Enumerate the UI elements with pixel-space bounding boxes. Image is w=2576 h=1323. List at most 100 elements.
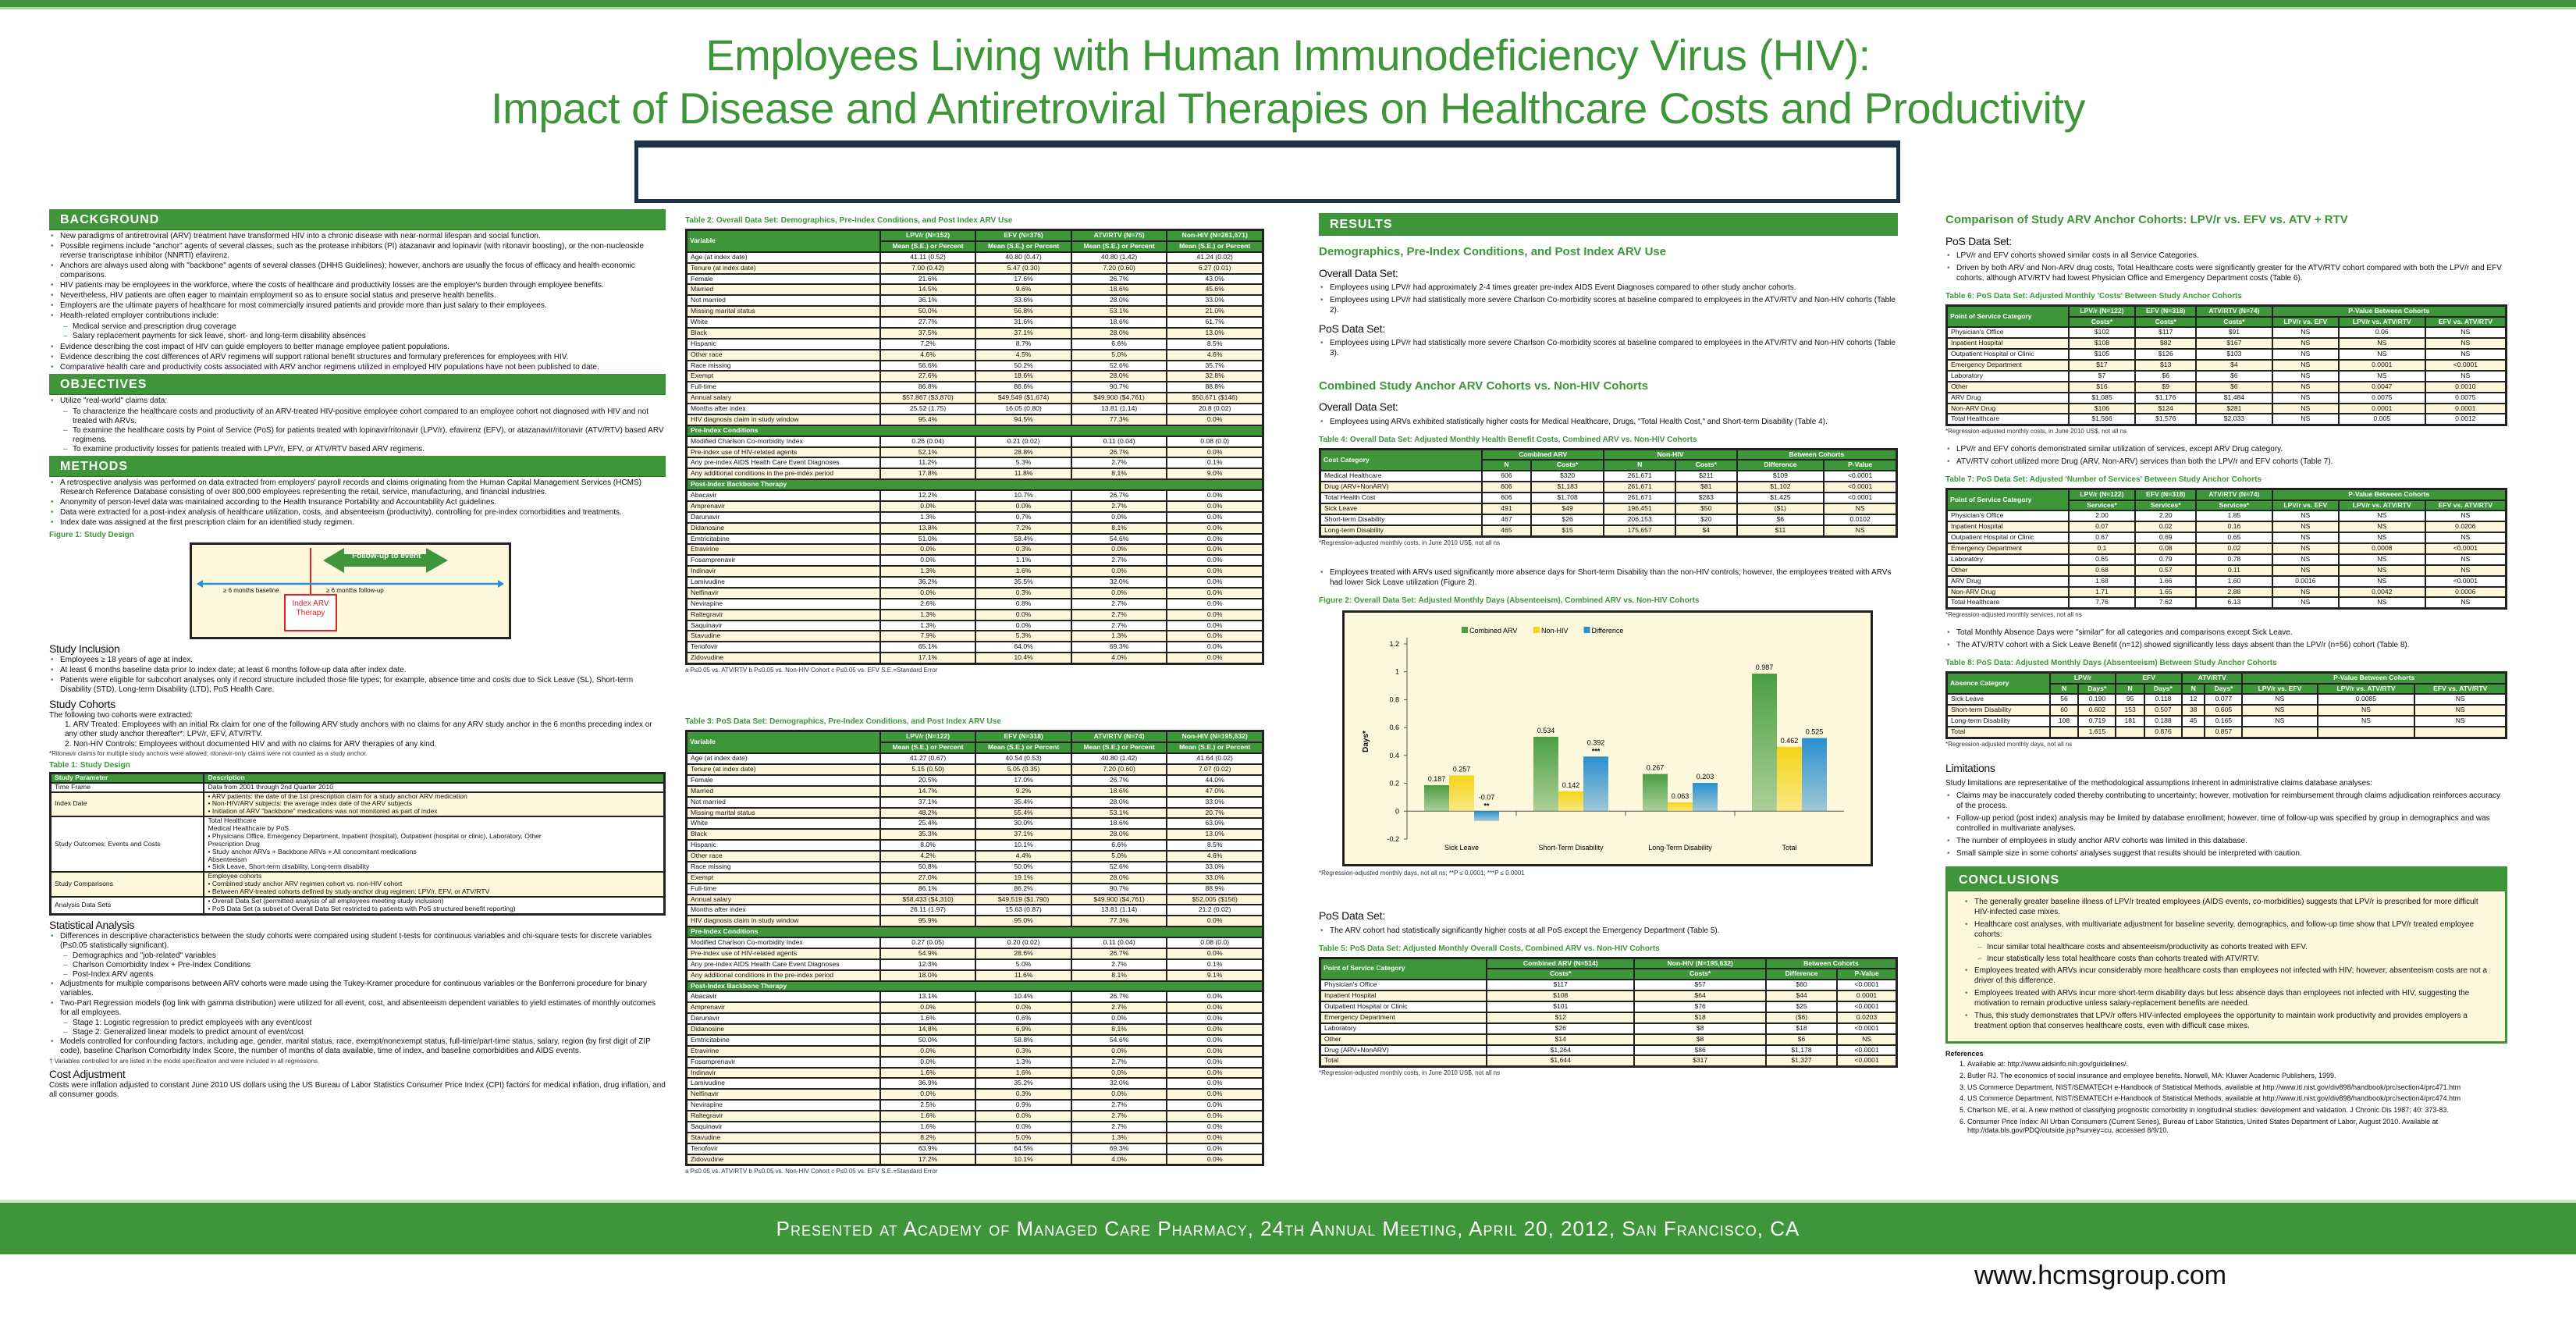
table-cell: 0.0% [879,1088,977,1101]
timeline-arrow-right [498,580,504,588]
table-cell: 0.0042 [2337,585,2426,599]
header-row: Point of Service Category LPV/r (N=122) EF… [1945,488,2507,512]
column-header: Costs* [1486,968,1636,981]
list-item: Small sample size in some cohorts' analy… [1945,848,2507,859]
sub-list-item: Charlson Comorbidity Index + Pre-Index C… [49,961,666,970]
table-cell: NS [2271,369,2340,382]
table-cell: 0.0012 [2424,413,2507,426]
table-cell: Emergency Department [1319,1011,1488,1024]
table-cell: NS [2337,348,2426,361]
table-row: Indinavir 1.3% 1.6% 0.0% 0.0% [685,565,1264,578]
table-cell: Didanosine [685,1023,881,1036]
table-cell: $117 [1486,979,1636,992]
table-cell: Drug (ARV+NonARV) [1319,1044,1488,1057]
column-header: EFV vs. ATV/RTV [2424,315,2507,329]
sub-list-item: Incur similar total healthcare costs and… [1963,942,2493,952]
list-item: Health-related employer contributions in… [49,311,666,321]
table-cell: 32.0% [1070,1077,1168,1090]
table-cell: 4.5% [975,348,1072,361]
table-cell: 8.1% [1070,1023,1168,1036]
table-cell: 26.7% [1070,446,1168,459]
table-cell: 0.0006 [2424,585,2507,599]
table-row: Abacavir 12.2% 10.7% 26.7% 0.0% [685,489,1264,502]
table-cell: 0.0% [1166,915,1264,928]
table-cell: 37.1% [879,795,977,809]
table-cell: 54.9% [879,947,977,960]
cell-line: • Between ARV-treated cohorts defined by… [208,887,490,896]
table-cell [2180,726,2206,739]
table-cell: 0.0010 [2424,380,2507,393]
table-caption: Table 6: PoS Data Set: Adjusted Monthly … [1945,291,2242,301]
table-cell: 0.08 (0.0) [1166,435,1264,448]
table-cell: 0.0% [879,554,977,567]
table-cell: Employee cohorts • Combined study anchor … [203,871,666,898]
table-cell: 7.9% [879,630,977,643]
objective-bullet: Utilize "real-world" claims data: [49,397,666,406]
list-item: US Commerce Department, NIST/SEMATECH e-… [1967,1094,2507,1104]
table-cell: Didanosine [685,521,881,535]
table-cell: $1,566 [2067,413,2137,426]
table-7-anchor-services: Table 7: PoS Data Set: Adjusted 'Number … [1945,475,2507,620]
table-cell: 0.118 [2143,693,2183,706]
table-cell: 36.9% [879,1077,977,1090]
table-cell: 2.20 [2134,510,2198,523]
table-row: Non-ARV Drug $106 $124 $281 NS 0.0001 0.0001 [1945,402,2507,415]
table-row: Missing marital status 48.2% 55.4% 53.1% 20.… [685,806,1264,820]
table-cell: $1,484 [2195,391,2273,404]
table-cell: 8.0% [879,839,977,852]
table-cell: 2.5% [879,1099,977,1112]
table-cell: 50.8% [879,860,977,873]
bar-combined-arv [1752,673,1777,812]
table-row: Darunavir 1.3% 0.7% 0.0% 0.0% [685,510,1264,524]
column-header: Non-HIV (N=195,632) [1166,730,1264,744]
table-row: Physician's Office 2.00 2.20 1.85 NS NS NS [1945,510,2507,523]
website-url[interactable]: www.hcmsgroup.com [1974,1261,2227,1290]
section-header-objectives: OBJECTIVES [49,374,666,394]
table-cell: 37.5% [879,326,977,340]
table-cell: 41.64 (0.02) [1166,752,1264,766]
list-item: A retrospective analysis was performed o… [49,478,666,497]
data-table: Point of Service Category LPV/r (N=122) EF… [1945,304,2507,427]
table-cell: 0.65 [2195,532,2273,545]
column-header: ATV/RTV (N=74) [2195,304,2273,318]
x-category-label: Total [1782,844,1796,852]
legend-entry: Difference [1592,627,1624,635]
table-cell: Stavudine [685,630,881,643]
table-cell: 0.0% [1166,489,1264,502]
table-row: Other race 4.6% 4.5% 5.0% 4.6% [685,348,1264,361]
table-cell: Missing marital status [685,305,881,318]
column-header: Days* [2077,682,2117,695]
table-cell: 0.0% [1166,947,1264,960]
table-cell: 1.85 [2195,510,2273,523]
cell-line: • PoS Data Set (a subset of Overall Data… [208,904,516,912]
list-item: Medical service and prescription drug co… [49,322,666,332]
table-row: Total Healthcare $1,566 $1,576 $2,033 NS 0.00… [1945,413,2507,426]
table-cell: 13.81 (1.14) [1070,403,1168,415]
list-item: Charlson ME, et al. A new method of clas… [1967,1106,2507,1115]
table-cell: $108 [1486,990,1636,1003]
table-cell: $26 [1530,513,1605,526]
table-row: Race missing 56.6% 50.2% 52.6% 35.7% [685,359,1264,372]
table-cell: 53.1% [1070,806,1168,820]
table-cell: 10.7% [975,489,1072,502]
references-heading: References [1945,1049,1984,1058]
column-header: LPV/r (N=122) [879,730,977,744]
list-item: Anonymity of person-level data was maint… [49,498,666,507]
data-table: Variable LPV/r (N=122) EFV (N=318) ATV/RTV … [685,730,1264,1167]
limitations-heading: Limitations [1945,762,1995,775]
list-item: US Commerce Department, NIST/SEMATECH e-… [1967,1083,2507,1093]
study-inclusion-heading: Study Inclusion [49,642,120,655]
table-cell: 2.7% [1070,457,1168,470]
table-cell: NS [2271,337,2340,350]
table-cell: <0.0001 [1823,481,1898,494]
table-cell: 6.13 [2195,596,2273,610]
column-header: ATV/RTV [2180,671,2244,685]
table-cell: 2.7% [1070,500,1168,513]
table-cell: 0.1% [1166,958,1264,971]
table-cell: 5.0% [1070,348,1168,361]
table-cell: 5.3% [975,457,1072,470]
background-sub-bullets: Medical service and prescription drug co… [49,322,666,341]
comparison-bullets: LPV/r and EFV cohorts showed similar cos… [1945,251,2507,283]
table-cell: 0.0102 [1823,513,1898,526]
column-header: LPV/r [2048,671,2117,685]
